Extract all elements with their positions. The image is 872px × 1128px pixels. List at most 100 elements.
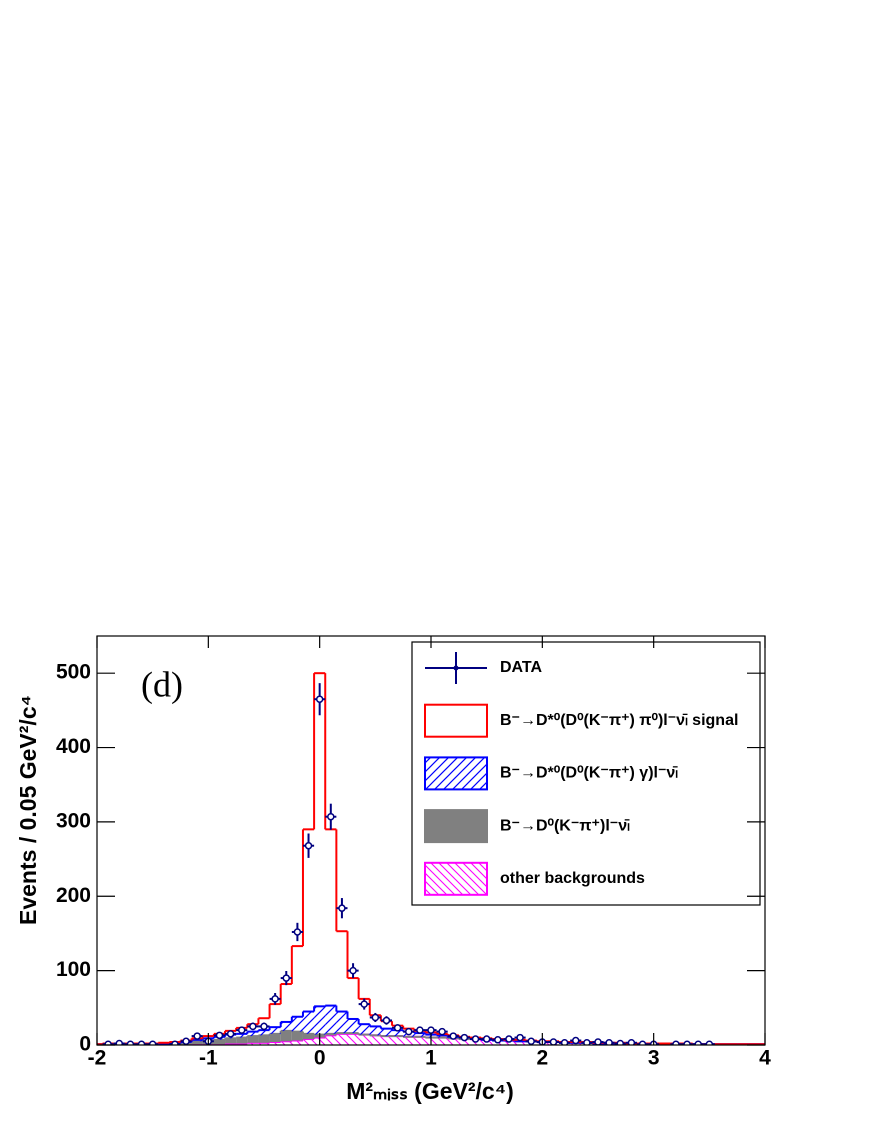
data-point — [672, 1040, 680, 1045]
histogram-bar — [269, 1033, 281, 1043]
data-point — [460, 1033, 469, 1042]
data-point — [594, 1038, 602, 1045]
data-point — [237, 1026, 246, 1034]
data-point — [416, 1026, 424, 1034]
histogram-bar — [280, 1030, 292, 1042]
histogram-bar — [191, 1041, 203, 1045]
x-axis-label: M²ₘᵢₛₛ (GeV²/c⁴) — [346, 1078, 514, 1104]
histogram-bar — [325, 829, 336, 1005]
data-point — [137, 1040, 146, 1045]
histogram-bar — [302, 1039, 315, 1045]
histogram-bar — [358, 1034, 370, 1045]
y-tick-label: 100 — [56, 958, 91, 981]
histogram-bar — [336, 1033, 348, 1045]
histogram-bar — [292, 946, 303, 1017]
data-point — [171, 1040, 179, 1045]
data-point — [683, 1040, 691, 1045]
data-point — [304, 841, 313, 850]
data-point — [338, 904, 346, 912]
histogram-bar — [291, 1016, 303, 1032]
data-point — [605, 1039, 613, 1045]
y-tick-label: 300 — [56, 809, 91, 832]
legend-swatch — [453, 665, 459, 671]
histogram-bar — [347, 1033, 359, 1045]
legend-label: other backgrounds — [500, 870, 645, 887]
histogram-bar — [436, 1035, 448, 1038]
histogram-bar — [247, 1036, 259, 1043]
histogram-bar — [380, 1036, 393, 1045]
data-point — [393, 1024, 402, 1032]
histogram-bar — [291, 1040, 303, 1045]
legend-label: B⁻→D⁰(K⁻π⁺)l⁻ν̄ₗ — [500, 817, 630, 834]
annotation: (d) — [141, 664, 183, 704]
histogram-bar — [302, 1033, 315, 1040]
x-tick-label: 1 — [425, 1047, 437, 1070]
data-point — [427, 1026, 435, 1034]
histogram-bar — [458, 1039, 470, 1045]
x-tick-label: -2 — [88, 1047, 107, 1070]
histogram-bar — [380, 1028, 393, 1037]
data-point — [471, 1035, 480, 1043]
histogram-bar — [269, 1027, 281, 1034]
data-point — [583, 1039, 591, 1045]
histogram-bar — [514, 1041, 526, 1045]
data-point — [705, 1040, 714, 1045]
histogram-bar — [270, 1004, 281, 1027]
data-point — [627, 1039, 636, 1045]
data-point — [327, 812, 335, 821]
histogram-bar — [247, 1031, 259, 1037]
data-point — [215, 1031, 224, 1040]
histogram-bar — [369, 1026, 381, 1036]
histogram-bar — [280, 1021, 292, 1031]
data-point — [638, 1040, 647, 1045]
data-point — [193, 1032, 201, 1040]
data-point — [360, 1000, 368, 1008]
data-point — [315, 695, 324, 703]
histogram-bar — [258, 1035, 270, 1043]
histogram-bar — [236, 1037, 248, 1044]
data-point — [549, 1038, 558, 1045]
data-point — [126, 1040, 135, 1045]
histogram-bar — [258, 1030, 270, 1036]
data-point — [505, 1035, 513, 1043]
data-point — [249, 1022, 257, 1031]
data-point — [616, 1039, 625, 1045]
histogram-bar — [269, 1042, 281, 1045]
histogram-bar — [414, 1033, 426, 1037]
legend-label: B⁻→D*⁰(D⁰(K⁻π⁺) γ)l⁻ν̄ₗ — [500, 765, 678, 782]
histogram-bar — [281, 984, 292, 1022]
histogram-bar — [314, 1006, 326, 1035]
histogram-bar — [302, 1011, 315, 1034]
data-point — [494, 1036, 502, 1044]
histogram-bar — [414, 1036, 426, 1045]
legend-label: DATA — [500, 659, 543, 676]
data-point — [527, 1037, 535, 1045]
x-tick-label: 4 — [759, 1047, 771, 1070]
histogram-bar — [348, 978, 359, 1019]
data-point — [482, 1035, 491, 1043]
histogram-bar — [291, 1031, 303, 1041]
legend: DATA B⁻→D*⁰(D⁰(K⁻π⁺) π⁰)l⁻ν̄ₗ signal B⁻→D*… — [424, 652, 738, 896]
histogram-bar — [336, 931, 347, 1011]
histogram-bar — [369, 1035, 381, 1045]
y-tick-label: 500 — [56, 661, 91, 684]
legend-swatch — [424, 703, 488, 738]
histogram-bar — [236, 1033, 248, 1038]
data-point — [104, 1040, 112, 1045]
data-point — [226, 1030, 235, 1038]
histogram-bar — [392, 1036, 404, 1045]
x-tick-label: 3 — [648, 1047, 660, 1070]
data-point — [260, 1022, 268, 1031]
histogram-bar — [258, 1042, 270, 1045]
histogram-bar — [280, 1041, 292, 1045]
data-point — [182, 1037, 190, 1045]
histogram-bar — [358, 1024, 370, 1035]
legend-swatch — [424, 756, 488, 791]
x-tick-label: 0 — [314, 1047, 326, 1070]
data-point — [438, 1027, 446, 1036]
data-point — [282, 974, 291, 982]
legend-label: B⁻→D*⁰(D⁰(K⁻π⁺) π⁰)l⁻ν̄ₗ signal — [500, 712, 738, 729]
data-point — [148, 1040, 157, 1045]
histogram-bar — [247, 1042, 259, 1045]
